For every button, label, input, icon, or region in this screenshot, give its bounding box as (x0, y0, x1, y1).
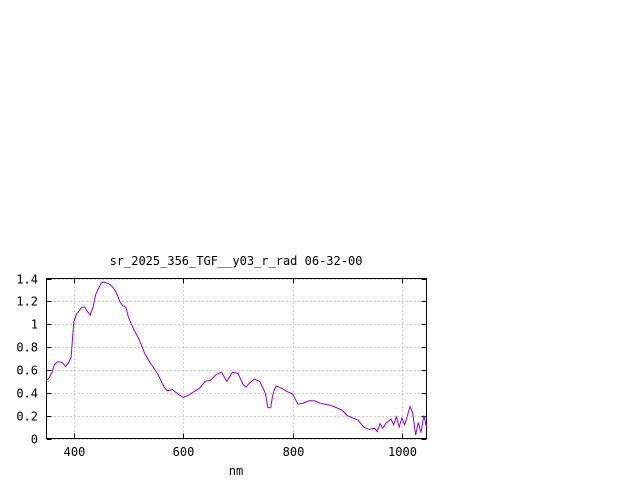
series-layer (46, 281, 427, 436)
x-tick-label: 600 (173, 445, 195, 459)
y-tick-label: 0.4 (16, 387, 38, 401)
x-tick-label: 1000 (388, 445, 417, 459)
y-tick-label: 1 (31, 318, 38, 332)
grid (46, 278, 427, 440)
x-tick-label: 800 (283, 445, 305, 459)
chart-title: sr_2025_356_TGF__y03_r_rad 06-32-00 (110, 254, 363, 268)
y-tick-label: 1.2 (16, 295, 38, 309)
x-tick-label: 400 (64, 445, 86, 459)
y-tick-label: 0 (31, 433, 38, 447)
series-line (46, 281, 427, 436)
y-tick-label: 0.8 (16, 341, 38, 355)
plot-frame (46, 278, 427, 439)
y-tick-label: 0.2 (16, 410, 38, 424)
y-tick-label: 1.4 (16, 273, 38, 287)
axes: 400 600 800 1000 0 0.2 0.4 0.6 0.8 1 1.2 1.4 (16, 273, 427, 459)
y-tick-label: 0.6 (16, 364, 38, 378)
x-axis-label: nm (229, 464, 243, 478)
